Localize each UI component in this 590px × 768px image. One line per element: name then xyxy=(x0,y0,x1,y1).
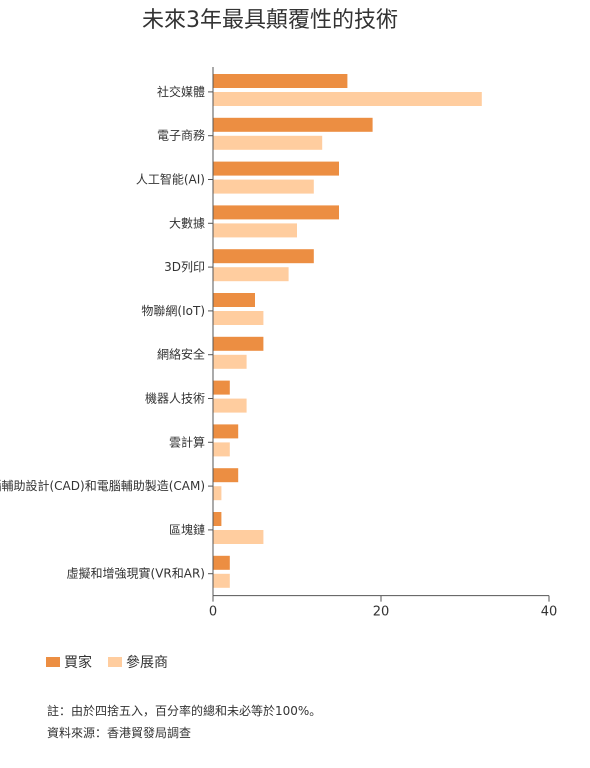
bar-buyers xyxy=(213,117,373,132)
bar-buyers xyxy=(213,205,339,220)
y-tick-label: 區塊鏈 xyxy=(169,522,205,537)
bar-exhibitors xyxy=(213,311,264,325)
x-tick-label: 20 xyxy=(373,605,390,620)
bar-exhibitors xyxy=(213,486,222,501)
legend: 買家 參展商 xyxy=(46,652,184,672)
x-tick-label: 40 xyxy=(541,605,558,620)
notes: 註：由於四捨五入，百分率的總和未必等於100%。 資料來源：香港貿發局調查 xyxy=(47,700,321,744)
bar-exhibitors xyxy=(213,92,482,106)
y-tick-label: 人工智能(AI) xyxy=(136,172,205,187)
legend-swatch-buyers xyxy=(46,657,60,667)
bar-buyers xyxy=(213,293,255,307)
bar-exhibitors xyxy=(213,442,230,457)
bar-buyers xyxy=(213,336,264,351)
bar-buyers xyxy=(213,161,339,176)
legend-label-exhibitors: 參展商 xyxy=(126,655,168,671)
legend-item-buyers[interactable]: 買家 xyxy=(46,652,92,672)
legend-swatch-exhibitors xyxy=(108,657,122,667)
y-tick-label: 大數據 xyxy=(169,216,205,230)
bar-buyers xyxy=(213,380,230,395)
rounding-note: 註：由於四捨五入，百分率的總和未必等於100%。 xyxy=(47,704,322,718)
y-tick-label: 虛擬和增強現實(VR和AR) xyxy=(67,566,205,581)
y-tick-label: 3D列印 xyxy=(164,260,205,274)
chart-title: 未來3年最具顛覆性的技術 xyxy=(142,8,398,33)
bar-buyers xyxy=(213,512,222,526)
legend-item-exhibitors[interactable]: 參展商 xyxy=(108,652,168,672)
y-tick-label: 雲計算 xyxy=(169,434,205,449)
bar-buyers xyxy=(213,468,239,483)
y-tick-label: 物聯網(IoT) xyxy=(141,304,205,318)
bar-buyers xyxy=(213,424,239,439)
bar-buyers xyxy=(213,555,230,570)
x-tick-label: 0 xyxy=(209,605,217,620)
y-tick-label: 社交媒體 xyxy=(157,84,205,99)
bar-exhibitors xyxy=(213,354,247,369)
y-tick-label: 電腦輔助設計(CAD)和電腦輔助製造(CAM) xyxy=(0,478,205,493)
bar-exhibitors xyxy=(213,573,230,588)
bar-exhibitors xyxy=(213,179,314,194)
bar-exhibitors xyxy=(213,223,297,238)
bar-buyers xyxy=(213,249,314,264)
legend-label-buyers: 買家 xyxy=(64,655,92,671)
y-tick-label: 電子商務 xyxy=(157,128,205,143)
bar-exhibitors xyxy=(213,398,247,413)
source-note: 資料來源：香港貿發局調查 xyxy=(47,726,192,740)
bar-buyers xyxy=(213,74,348,88)
bar-exhibitors xyxy=(213,267,289,282)
y-tick-label: 網絡安全 xyxy=(157,347,205,362)
y-tick-label: 機器人技術 xyxy=(145,391,205,406)
bar-exhibitors xyxy=(213,530,264,544)
bar-exhibitors xyxy=(213,135,323,150)
